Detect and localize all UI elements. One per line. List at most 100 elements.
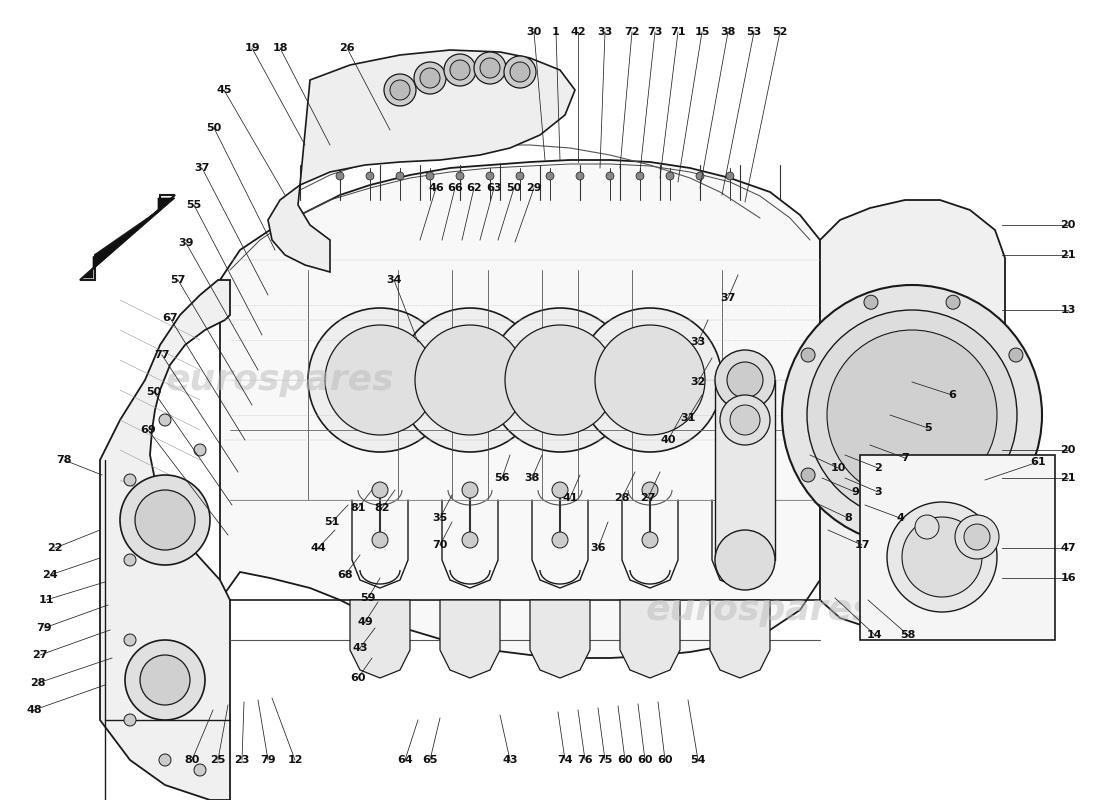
Text: 49: 49 — [358, 617, 373, 627]
Text: 27: 27 — [32, 650, 47, 660]
Circle shape — [390, 80, 410, 100]
Text: 79: 79 — [261, 755, 276, 765]
Text: 15: 15 — [694, 27, 710, 37]
Circle shape — [964, 524, 990, 550]
Text: 58: 58 — [900, 630, 915, 640]
Circle shape — [135, 490, 195, 550]
Circle shape — [124, 474, 136, 486]
Text: 59: 59 — [361, 593, 376, 603]
Circle shape — [726, 172, 734, 180]
Text: 30: 30 — [527, 27, 541, 37]
Text: 52: 52 — [772, 27, 788, 37]
Text: 28: 28 — [614, 493, 629, 503]
Polygon shape — [440, 600, 500, 678]
Text: 16: 16 — [1060, 573, 1076, 583]
Text: 33: 33 — [597, 27, 613, 37]
Circle shape — [194, 764, 206, 776]
Polygon shape — [350, 600, 410, 678]
Text: 21: 21 — [1060, 250, 1076, 260]
Text: 51: 51 — [324, 517, 340, 527]
Polygon shape — [530, 600, 590, 678]
Circle shape — [450, 60, 470, 80]
Circle shape — [782, 285, 1042, 545]
Circle shape — [827, 330, 997, 500]
Circle shape — [426, 172, 434, 180]
Text: 60: 60 — [637, 755, 652, 765]
Text: 50: 50 — [506, 183, 521, 193]
Text: 20: 20 — [1060, 445, 1076, 455]
Circle shape — [946, 521, 960, 534]
Text: 5: 5 — [924, 423, 932, 433]
Text: 42: 42 — [570, 27, 586, 37]
Circle shape — [801, 348, 815, 362]
Text: 19: 19 — [244, 43, 260, 53]
Circle shape — [398, 308, 542, 452]
Text: 44: 44 — [310, 543, 326, 553]
Polygon shape — [620, 600, 680, 678]
Polygon shape — [100, 280, 230, 800]
Text: 45: 45 — [217, 85, 232, 95]
Text: 20: 20 — [1060, 220, 1076, 230]
Text: 36: 36 — [591, 543, 606, 553]
Text: 12: 12 — [287, 755, 303, 765]
Circle shape — [902, 517, 982, 597]
Circle shape — [124, 714, 136, 726]
Circle shape — [140, 655, 190, 705]
Circle shape — [420, 68, 440, 88]
Circle shape — [595, 325, 705, 435]
Text: 74: 74 — [558, 755, 573, 765]
Text: 82: 82 — [374, 503, 389, 513]
Text: 55: 55 — [186, 200, 201, 210]
Circle shape — [516, 172, 524, 180]
Circle shape — [642, 532, 658, 548]
Circle shape — [505, 325, 615, 435]
Text: 17: 17 — [855, 540, 870, 550]
Circle shape — [807, 310, 1018, 520]
Circle shape — [666, 172, 674, 180]
Text: 8: 8 — [844, 513, 851, 523]
Text: 7: 7 — [901, 453, 909, 463]
Text: 14: 14 — [867, 630, 883, 640]
Text: 21: 21 — [1060, 473, 1076, 483]
Text: 10: 10 — [830, 463, 846, 473]
Text: 40: 40 — [660, 435, 675, 445]
Text: 6: 6 — [948, 390, 956, 400]
Text: 77: 77 — [154, 350, 169, 360]
Text: 68: 68 — [338, 570, 353, 580]
Text: 26: 26 — [339, 43, 355, 53]
Circle shape — [864, 295, 878, 310]
Circle shape — [727, 362, 763, 398]
Polygon shape — [220, 160, 819, 658]
Text: 23: 23 — [234, 755, 250, 765]
Text: 35: 35 — [432, 513, 448, 523]
Bar — [860, 455, 1055, 640]
Text: 46: 46 — [428, 183, 444, 193]
Circle shape — [486, 172, 494, 180]
Circle shape — [324, 325, 435, 435]
Text: 4: 4 — [896, 513, 904, 523]
Text: 38: 38 — [720, 27, 736, 37]
Circle shape — [308, 308, 452, 452]
Text: 48: 48 — [26, 705, 42, 715]
Text: 67: 67 — [162, 313, 178, 323]
Text: 13: 13 — [1060, 305, 1076, 315]
Text: 62: 62 — [466, 183, 482, 193]
Circle shape — [160, 754, 170, 766]
Text: 27: 27 — [640, 493, 656, 503]
Text: 38: 38 — [525, 473, 540, 483]
Text: 11: 11 — [39, 595, 54, 605]
Circle shape — [946, 295, 960, 310]
Circle shape — [124, 634, 136, 646]
Circle shape — [124, 554, 136, 566]
Circle shape — [336, 172, 344, 180]
Circle shape — [720, 395, 770, 445]
Text: 78: 78 — [56, 455, 72, 465]
Text: 61: 61 — [1031, 457, 1046, 467]
Circle shape — [510, 62, 530, 82]
Circle shape — [955, 515, 999, 559]
Text: 56: 56 — [494, 473, 509, 483]
Circle shape — [384, 74, 416, 106]
Polygon shape — [710, 600, 770, 678]
Circle shape — [546, 172, 554, 180]
Text: 25: 25 — [210, 755, 225, 765]
